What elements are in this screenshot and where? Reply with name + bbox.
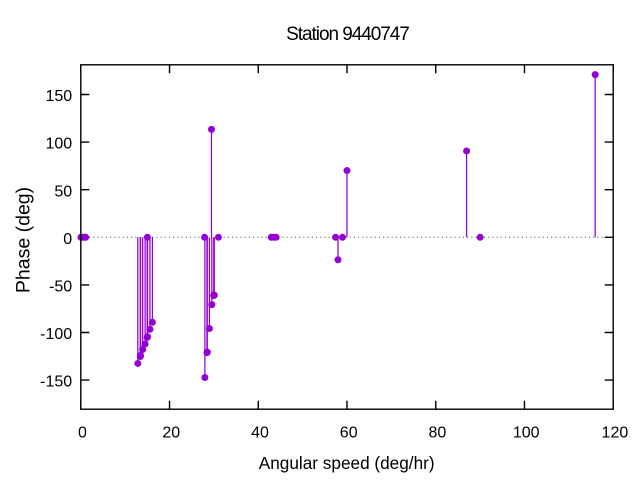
svg-text:0: 0	[63, 231, 72, 248]
svg-text:-100: -100	[40, 326, 72, 343]
svg-text:100: 100	[513, 425, 540, 442]
svg-text:0: 0	[78, 425, 87, 442]
svg-text:-50: -50	[49, 279, 72, 296]
svg-text:60: 60	[340, 425, 358, 442]
svg-text:100: 100	[45, 136, 72, 153]
svg-text:Station 9440747: Station 9440747	[286, 24, 409, 45]
svg-text:50: 50	[54, 183, 72, 200]
svg-text:20: 20	[162, 425, 180, 442]
svg-text:Angular speed (deg/hr): Angular speed (deg/hr)	[259, 453, 435, 473]
svg-text:40: 40	[251, 425, 269, 442]
svg-text:Phase (deg): Phase (deg)	[13, 187, 35, 293]
svg-text:150: 150	[45, 88, 72, 105]
svg-text:80: 80	[429, 425, 447, 442]
svg-text:-150: -150	[40, 374, 72, 391]
svg-text:120: 120	[602, 425, 629, 442]
